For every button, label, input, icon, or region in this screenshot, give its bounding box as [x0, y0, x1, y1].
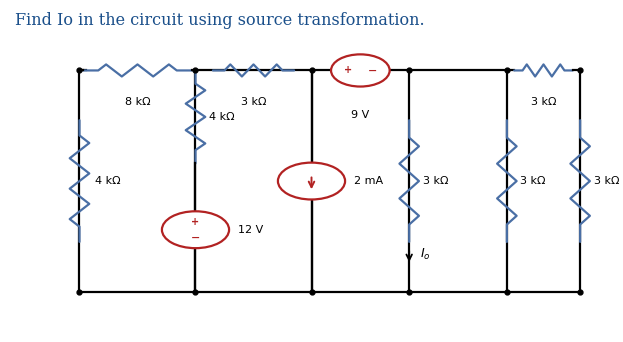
Text: 3 kΩ: 3 kΩ — [594, 176, 619, 186]
Text: 2 mA: 2 mA — [354, 176, 383, 186]
Text: +: + — [344, 65, 352, 76]
Text: $\mathit{I}_o$: $\mathit{I}_o$ — [420, 247, 431, 262]
Text: 12 V: 12 V — [238, 225, 264, 235]
Text: +: + — [191, 217, 199, 227]
Text: Find Io in the circuit using source transformation.: Find Io in the circuit using source tran… — [16, 12, 425, 29]
Text: 3 kΩ: 3 kΩ — [240, 97, 266, 107]
Text: −: − — [191, 233, 200, 242]
Text: 4 kΩ: 4 kΩ — [209, 112, 234, 122]
Text: 3 kΩ: 3 kΩ — [531, 97, 556, 107]
Text: 3 kΩ: 3 kΩ — [422, 176, 448, 186]
Circle shape — [162, 211, 229, 248]
Text: −: − — [368, 65, 378, 76]
Circle shape — [331, 54, 389, 87]
Text: 8 kΩ: 8 kΩ — [125, 97, 150, 107]
Circle shape — [278, 163, 345, 199]
Text: 9 V: 9 V — [351, 110, 369, 120]
Text: 4 kΩ: 4 kΩ — [95, 176, 120, 186]
Text: 3 kΩ: 3 kΩ — [520, 176, 546, 186]
